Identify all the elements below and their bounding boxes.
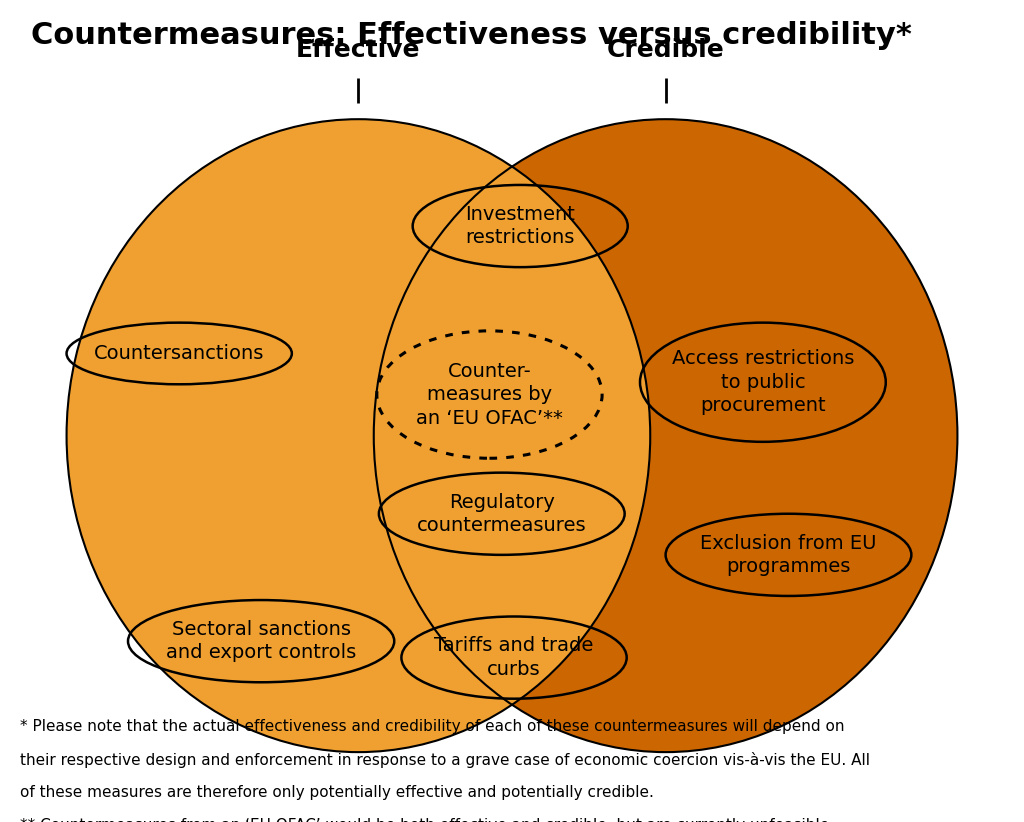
Text: Tariffs and trade
curbs: Tariffs and trade curbs: [434, 636, 594, 679]
Text: Effective: Effective: [296, 38, 421, 62]
Text: ** Countermeasures from an ‘EU OFAC’ would be both effective and credible, but a: ** Countermeasures from an ‘EU OFAC’ wou…: [20, 818, 835, 822]
Text: Credible: Credible: [607, 38, 724, 62]
Text: Countersanctions: Countersanctions: [94, 344, 264, 363]
Text: Countermeasures: Effectiveness versus credibility*: Countermeasures: Effectiveness versus cr…: [31, 21, 911, 49]
Text: Sectoral sanctions
and export controls: Sectoral sanctions and export controls: [166, 620, 356, 663]
Ellipse shape: [67, 119, 650, 752]
Ellipse shape: [67, 119, 650, 752]
Text: Regulatory
countermeasures: Regulatory countermeasures: [417, 492, 587, 535]
Text: Investment
restrictions: Investment restrictions: [465, 205, 575, 247]
Ellipse shape: [374, 119, 957, 752]
Text: of these measures are therefore only potentially effective and potentially credi: of these measures are therefore only pot…: [20, 785, 654, 800]
Text: * Please note that the actual effectiveness and credibility of each of these cou: * Please note that the actual effectiven…: [20, 719, 845, 734]
Text: Counter-
measures by
an ‘EU OFAC’**: Counter- measures by an ‘EU OFAC’**: [416, 362, 563, 427]
Text: Access restrictions
to public
procurement: Access restrictions to public procuremen…: [672, 349, 854, 415]
Text: their respective design and enforcement in response to a grave case of economic : their respective design and enforcement …: [20, 752, 870, 768]
Text: Exclusion from EU
programmes: Exclusion from EU programmes: [700, 533, 877, 576]
